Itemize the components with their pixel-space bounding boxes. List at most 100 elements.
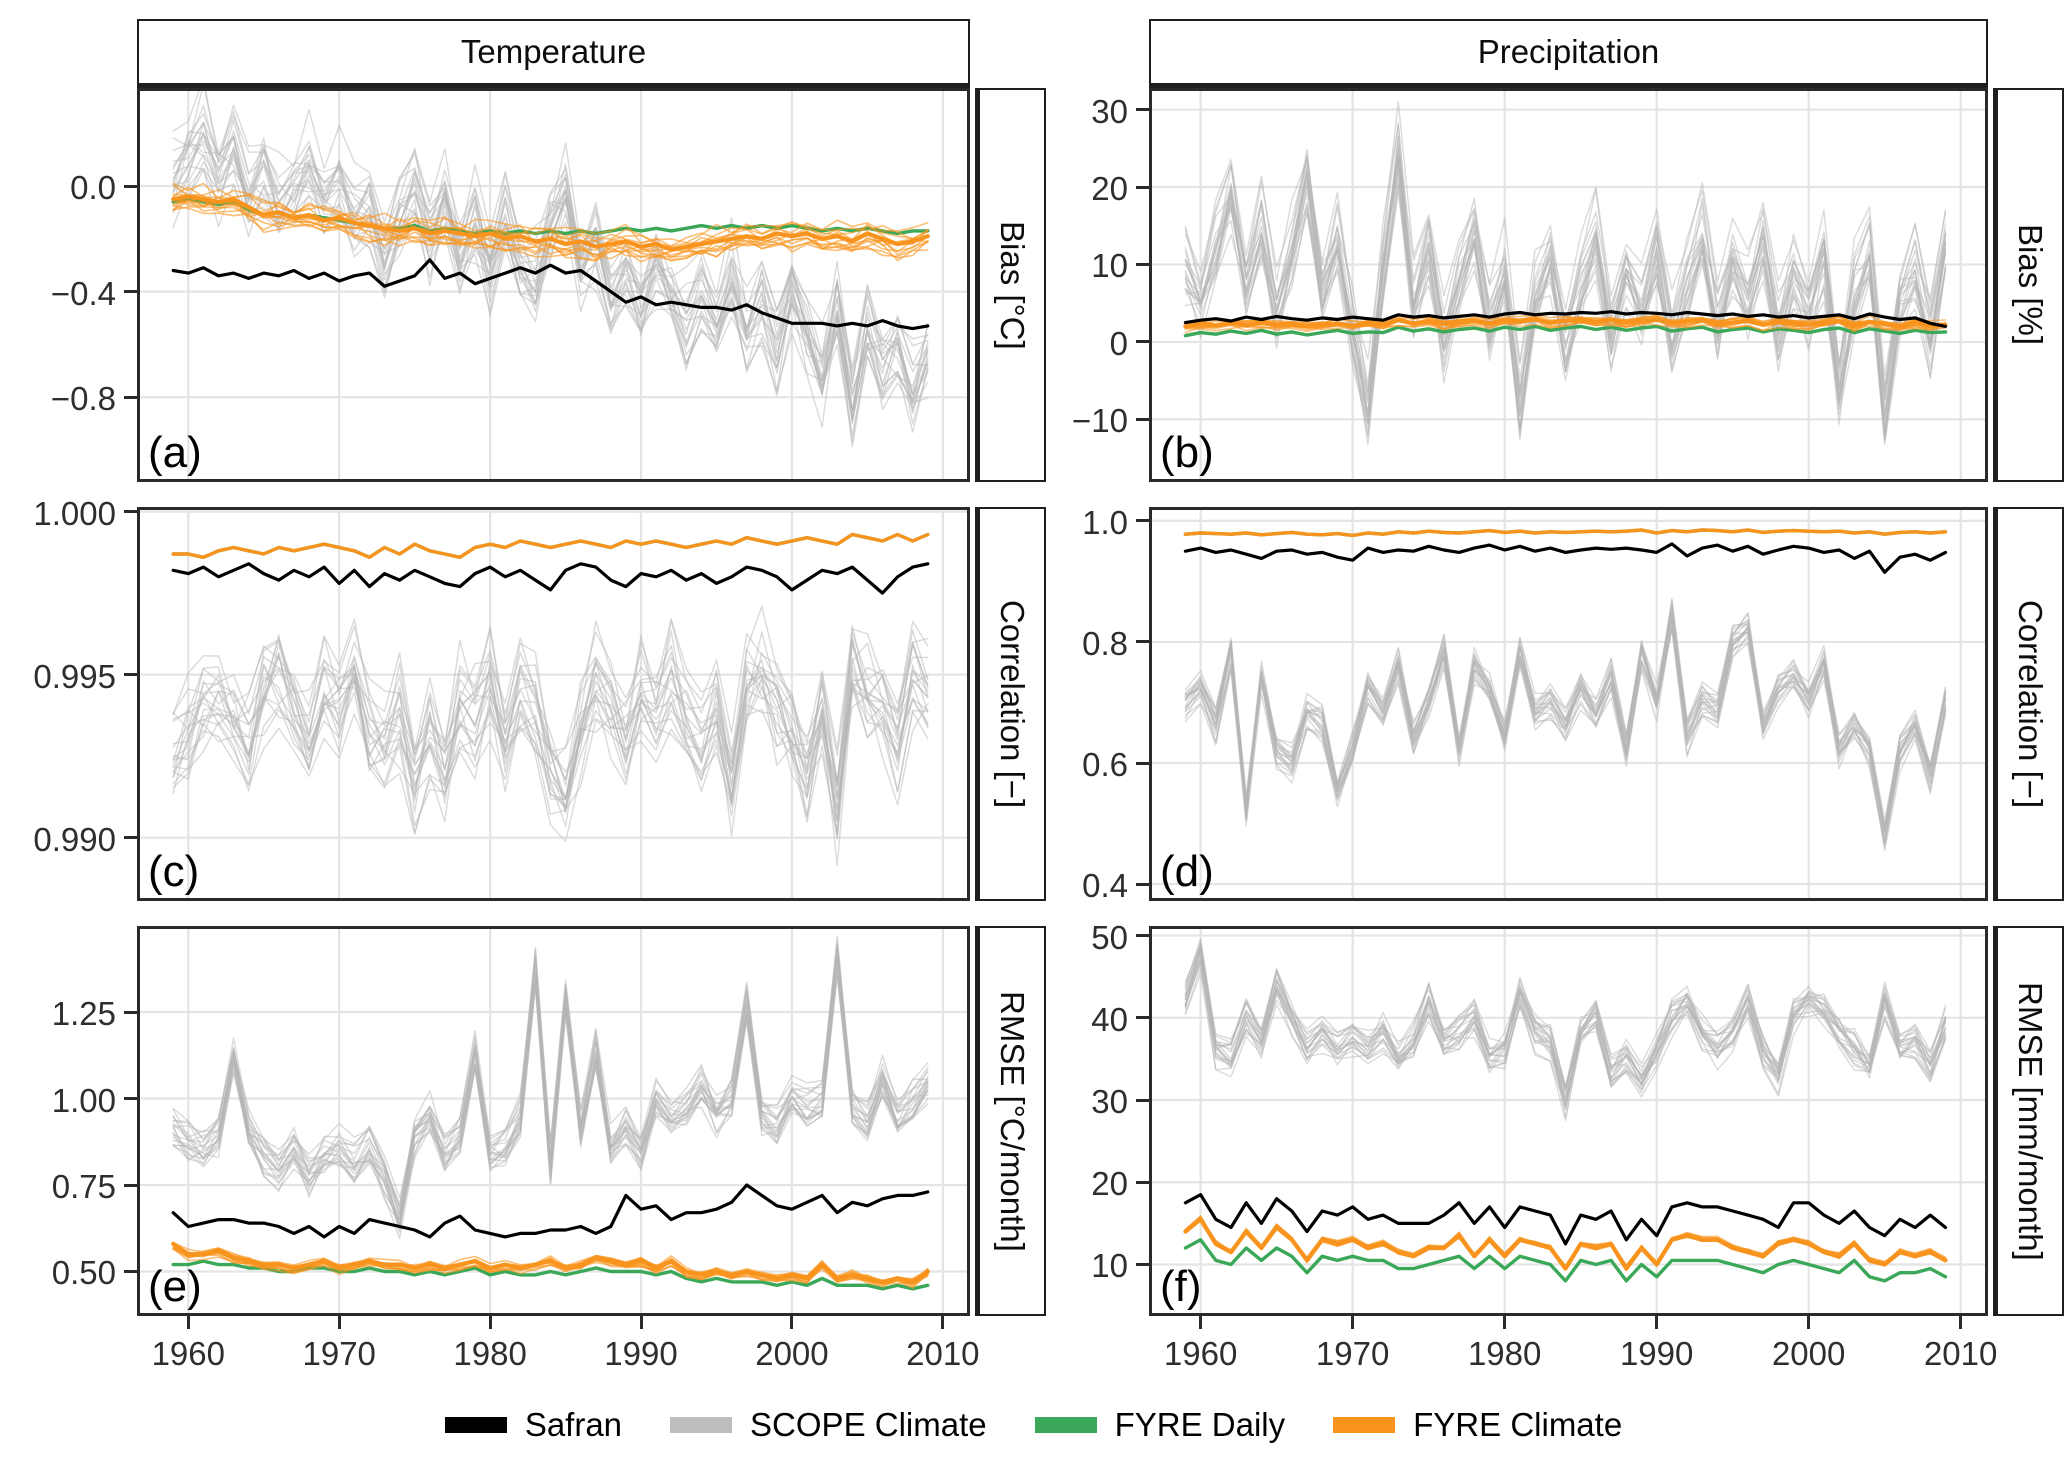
x-tick-label: 2010 [1923, 1335, 1998, 1372]
y-tick-label: 0.50 [51, 1254, 116, 1292]
y-tick-label: 0.8 [1082, 624, 1128, 662]
x-tick-label: 1970 [1315, 1335, 1390, 1372]
y-tick-label: 10 [1091, 247, 1128, 285]
x-tick-mark [1351, 1316, 1355, 1329]
x-tick-label: 1960 [151, 1335, 225, 1372]
y-tick-mark [124, 395, 137, 399]
panel-c-temperature-correlation: (c) [137, 507, 970, 901]
y-tick-mark [124, 1010, 137, 1014]
y-tick-mark [124, 1269, 137, 1273]
panel-letter: (d) [1160, 847, 1214, 896]
y-tick-mark [1136, 340, 1149, 344]
fyre-climate-line-swatch [1333, 1417, 1396, 1433]
panel-letter: (a) [148, 428, 202, 477]
safran-line-swatch [444, 1417, 507, 1433]
x-tick-mark [1959, 1316, 1963, 1329]
facet-strip-precipitation-label: Precipitation [1477, 33, 1660, 70]
y-tick-mark [1136, 519, 1149, 523]
x-tick-mark [1655, 1316, 1659, 1329]
panel-e-temperature-rmse: (e) [137, 926, 970, 1316]
facet-strip-temperature: Temperature [137, 19, 970, 88]
legend-label-fyre-daily: FYRE Daily [1114, 1406, 1286, 1443]
y-tick-mark [1136, 1016, 1149, 1020]
y-tick-label: 1.000 [33, 494, 116, 532]
x-tick-label: 1980 [1467, 1335, 1542, 1372]
y-tick-mark [1136, 934, 1149, 938]
legend-label-fyre-climate: FYRE Climate [1413, 1406, 1623, 1443]
y-tick-mark [1136, 1262, 1149, 1266]
y-tick-mark [124, 1183, 137, 1187]
row-strip-rmse-precip-label: RMSE [mm/month] [2012, 981, 2049, 1261]
y-tick-label: 0.6 [1082, 746, 1128, 784]
panel-letter: (c) [148, 847, 200, 896]
panel-e-plot [140, 929, 967, 1313]
legend-item-fyre-climate: FYRE Climate [1333, 1406, 1622, 1444]
row-strip-bias-degc-label: Bias [°C] [994, 220, 1031, 350]
row-strip-correlation-temp-label: Correlation [−] [994, 599, 1031, 809]
panel-d-plot [1152, 510, 1985, 898]
y-tick-label: 1.25 [51, 995, 116, 1033]
y-tick-mark [1136, 1180, 1149, 1184]
legend-item-safran: Safran [444, 1406, 623, 1444]
row-strip-bias-percent: Bias [%] [1993, 88, 2064, 482]
y-tick-label: −10 [1072, 402, 1128, 440]
row-strip-rmse-precip: RMSE [mm/month] [1993, 926, 2064, 1316]
legend-item-fyre-daily: FYRE Daily [1034, 1406, 1286, 1444]
panel-f-precipitation-rmse: (f) [1149, 926, 1988, 1316]
row-strip-rmse-temp: RMSE [°C/month] [975, 926, 1046, 1316]
scope-climate-line-swatch [670, 1417, 733, 1433]
y-tick-mark [1136, 417, 1149, 421]
x-tick-label: 1990 [1619, 1335, 1694, 1372]
panel-letter: (f) [1160, 1262, 1202, 1311]
row-strip-correlation-temp: Correlation [−] [975, 507, 1046, 901]
x-tick-mark [488, 1316, 492, 1329]
y-tick-label: 0 [1109, 324, 1128, 362]
y-tick-mark [124, 836, 137, 840]
y-tick-mark [1136, 262, 1149, 266]
y-tick-label: 20 [1091, 170, 1128, 208]
facet-strip-temperature-label: Temperature [460, 33, 647, 70]
y-tick-label: 0.995 [33, 657, 116, 695]
y-tick-mark [124, 184, 137, 188]
y-tick-mark [124, 1097, 137, 1100]
x-tick-mark [1807, 1316, 1811, 1329]
y-tick-mark [1136, 882, 1149, 886]
y-tick-label: 0.990 [33, 820, 116, 858]
panel-c-plot [140, 510, 967, 898]
x-tick-label: 1970 [302, 1335, 376, 1372]
y-tick-label: 30 [1091, 92, 1128, 130]
y-tick-mark [124, 290, 137, 294]
x-tick-mark [941, 1316, 945, 1329]
row-strip-bias-degc: Bias [°C] [975, 88, 1046, 482]
y-tick-label: 20 [1091, 1165, 1128, 1203]
x-tick-label: 1960 [1163, 1335, 1238, 1372]
x-tick-label: 2010 [906, 1335, 980, 1372]
fyre-daily-line-swatch [1034, 1417, 1097, 1433]
panel-a-plot [140, 91, 967, 479]
panel-letter: (e) [148, 1262, 202, 1311]
x-tick-label: 2000 [1771, 1335, 1846, 1372]
y-tick-mark [124, 510, 137, 514]
x-tick-label: 2000 [755, 1335, 829, 1372]
x-tick-mark [790, 1316, 794, 1329]
panel-letter: (b) [1160, 428, 1214, 477]
panel-f-plot [1152, 929, 1985, 1313]
y-tick-label: 50 [1091, 918, 1128, 956]
y-tick-label: 0.4 [1082, 867, 1128, 905]
y-tick-mark [1136, 1098, 1149, 1102]
row-strip-correlation-precip-label: Correlation [−] [2012, 599, 2049, 809]
y-tick-mark [124, 673, 137, 677]
row-strip-correlation-precip: Correlation [−] [1993, 507, 2064, 901]
y-tick-mark [1136, 640, 1149, 644]
legend-label-scope-climate: SCOPE Climate [750, 1406, 987, 1443]
row-strip-rmse-temp-label: RMSE [°C/month] [994, 990, 1031, 1252]
row-strip-bias-percent-label: Bias [%] [2012, 224, 2049, 346]
facet-strip-precipitation: Precipitation [1149, 19, 1988, 88]
x-tick-mark [337, 1316, 341, 1329]
y-tick-label: 0.0 [70, 169, 116, 207]
legend-label-safran: Safran [524, 1406, 623, 1443]
legend: Safran SCOPE Climate FYRE Daily FYRE Cli… [0, 1398, 2067, 1452]
y-tick-label: 1.0 [1082, 503, 1128, 541]
y-tick-label: 40 [1091, 1000, 1128, 1038]
